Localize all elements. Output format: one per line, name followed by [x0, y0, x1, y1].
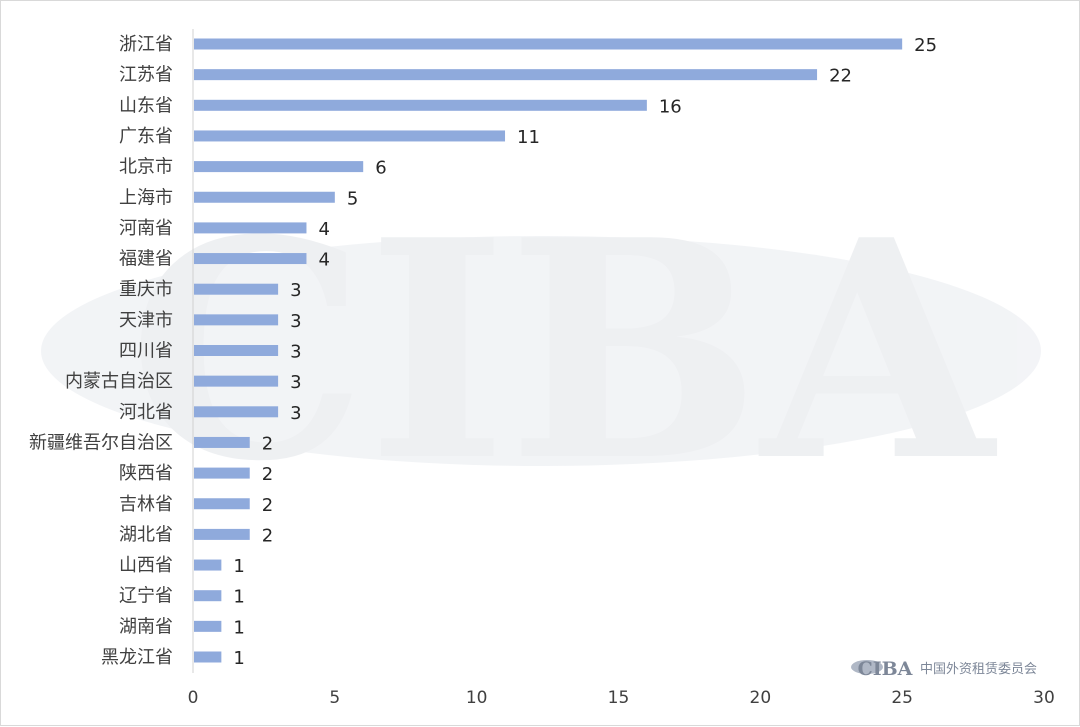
category-label: 湖南省 [119, 616, 173, 637]
logo-mark: CIBA [858, 658, 913, 680]
category-label: 辽宁省 [119, 586, 173, 607]
bar [194, 99, 647, 111]
bar [194, 590, 222, 602]
data-label: 3 [290, 372, 301, 393]
data-label: 1 [233, 556, 244, 577]
watermark-logo: CIBA [41, 174, 1041, 527]
data-label: 2 [262, 525, 273, 546]
logo-org-name: 中国外资租赁委员会 [920, 662, 1037, 677]
bar [194, 161, 364, 173]
data-label: 4 [318, 219, 329, 240]
x-tick-label: 5 [329, 688, 340, 708]
bar [194, 130, 506, 142]
category-label: 内蒙古自治区 [65, 371, 173, 392]
bar [194, 38, 903, 50]
bar [194, 406, 279, 418]
category-label: 四川省 [119, 341, 173, 362]
bar [194, 283, 279, 295]
category-label: 黑龙江省 [101, 647, 173, 668]
data-label: 4 [318, 250, 329, 271]
org-logo: CIBA 中国外资租赁委员会 [851, 658, 1037, 680]
data-label: 16 [659, 96, 682, 117]
data-label: 2 [262, 433, 273, 454]
category-label: 福建省 [119, 249, 173, 270]
category-label: 吉林省 [119, 494, 173, 515]
data-label: 3 [290, 280, 301, 301]
x-tick-label: 25 [891, 688, 913, 708]
x-tick-label: 10 [466, 688, 488, 708]
category-label: 江苏省 [119, 65, 173, 86]
data-label: 6 [375, 158, 386, 179]
bar [194, 375, 279, 387]
bar [194, 651, 222, 663]
bar [194, 222, 307, 234]
category-label: 新疆维吾尔自治区 [29, 432, 173, 453]
bar [194, 436, 250, 448]
x-tick-label: 15 [608, 688, 630, 708]
bar [194, 314, 279, 326]
bar [194, 69, 818, 81]
data-label: 1 [233, 587, 244, 608]
category-label: 山东省 [119, 95, 173, 116]
data-label: 1 [233, 617, 244, 638]
data-label: 5 [347, 188, 358, 209]
data-label: 3 [290, 311, 301, 332]
x-tick-label: 30 [1033, 688, 1055, 708]
bar [194, 559, 222, 571]
data-label: 3 [290, 342, 301, 363]
bar [194, 498, 250, 510]
data-label: 22 [829, 66, 852, 87]
data-label: 1 [233, 648, 244, 669]
data-label: 3 [290, 403, 301, 424]
bar [194, 528, 250, 540]
bar [194, 467, 250, 479]
category-label: 山西省 [119, 555, 173, 576]
category-label: 广东省 [119, 126, 173, 147]
category-label: 上海市 [119, 187, 173, 208]
bar [194, 345, 279, 356]
data-label: 11 [517, 127, 540, 148]
bar [194, 253, 307, 265]
category-label: 天津市 [119, 310, 173, 331]
bar [194, 620, 222, 632]
category-label: 浙江省 [119, 34, 173, 55]
data-label: 25 [914, 35, 937, 56]
data-label: 2 [262, 495, 273, 516]
x-tick-label: 20 [750, 688, 772, 708]
category-label: 河北省 [119, 402, 173, 423]
category-label: 北京市 [119, 157, 173, 178]
category-label: 湖北省 [119, 524, 173, 545]
category-label: 重庆市 [119, 279, 173, 300]
category-label: 河南省 [119, 218, 173, 239]
category-label: 陕西省 [119, 463, 173, 484]
x-tick-label: 0 [188, 688, 199, 708]
bar [194, 191, 335, 203]
data-label: 2 [262, 464, 273, 485]
